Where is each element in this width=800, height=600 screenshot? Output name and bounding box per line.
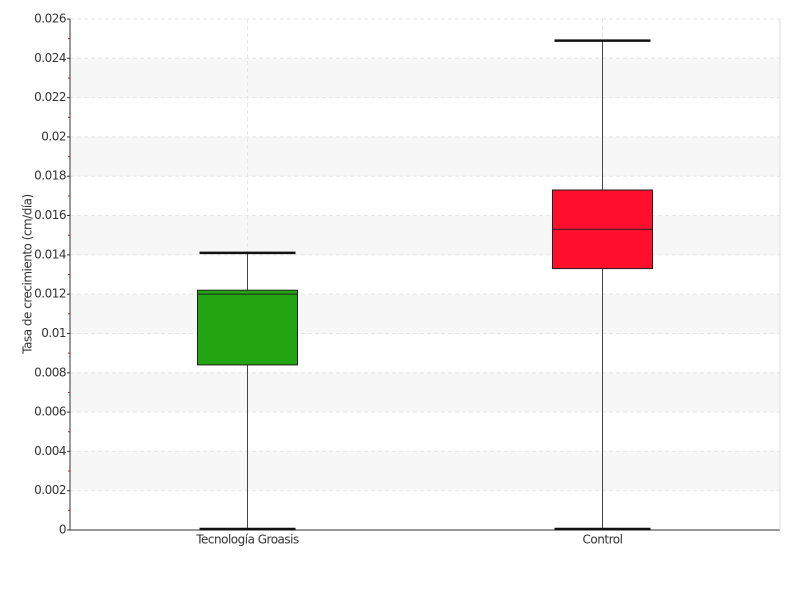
grid-band [70, 215, 780, 255]
y-tick-label: 0.02 [41, 129, 66, 143]
grid-band [70, 294, 780, 334]
grid-band [70, 136, 780, 177]
y-tick-label: 0.002 [34, 483, 66, 497]
y-axis-label: Tasa de crecimiento (cm/día) [21, 194, 35, 354]
x-tick-label: Control [583, 533, 623, 547]
y-tick-label: 0.004 [34, 444, 66, 458]
y-tick-label: 0.012 [34, 287, 66, 301]
y-tick-label: 0.006 [34, 405, 66, 419]
y-tick-label: 0 [59, 523, 66, 537]
y-tick-label: 0.016 [34, 208, 66, 222]
grid-band [70, 451, 780, 491]
y-tick-label: 0.008 [34, 365, 66, 379]
y-tick-label: 0.024 [34, 51, 66, 65]
y-tick-label: 0.01 [41, 326, 66, 340]
y-tick-label: 0.014 [34, 247, 66, 261]
y-tick-label: 0.018 [34, 169, 66, 183]
y-tick-label: 0.026 [34, 12, 66, 26]
grid-band [70, 58, 780, 98]
y-tick-label: 0.022 [34, 90, 66, 104]
box [197, 289, 298, 366]
x-tick-label: Tecnología Groasis [195, 533, 299, 547]
grid-band [70, 372, 780, 413]
